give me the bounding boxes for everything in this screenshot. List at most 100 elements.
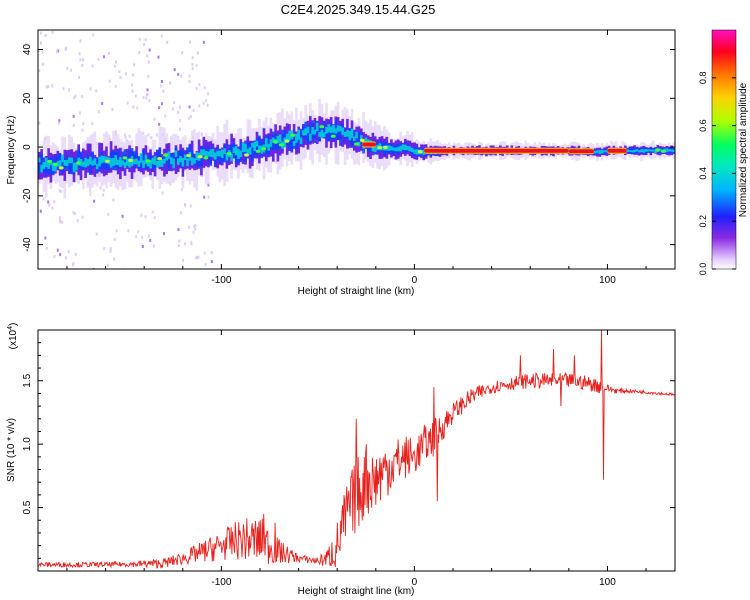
ridge-core (260, 145, 263, 154)
ridge-mid (89, 157, 92, 175)
ridge-fleck (330, 134, 336, 138)
ridge-mid (218, 152, 222, 164)
ridge-core (631, 150, 634, 153)
ridge-core (633, 149, 636, 153)
noise-speck (201, 132, 203, 136)
spectrogram-y-tick-label: -20 (22, 188, 33, 203)
ridge-mid (197, 153, 201, 169)
ridge-core (146, 160, 150, 167)
ridge-mid (350, 133, 354, 148)
ridge-core (269, 139, 273, 147)
ridge-core (70, 157, 73, 164)
noise-speck (79, 111, 81, 115)
noise-speck (150, 136, 153, 140)
noise-speck (146, 88, 149, 92)
ridge-core (223, 148, 226, 154)
noise-speck (130, 83, 133, 87)
ridge-core (51, 162, 55, 171)
noise-speck (74, 212, 76, 216)
noise-speck (195, 87, 198, 91)
noise-speck (72, 211, 75, 215)
noise-speck (205, 98, 208, 102)
ridge-core (112, 157, 115, 166)
noise-speck (79, 58, 82, 62)
ridge-core (288, 130, 291, 141)
noise-speck (171, 107, 174, 111)
noise-speck (147, 234, 150, 238)
noise-speck (153, 216, 156, 220)
noise-speck (189, 115, 192, 119)
ridge-hot (362, 142, 376, 147)
ridge-fleck (105, 159, 110, 163)
ridge-fleck (290, 133, 296, 137)
spectrogram-x-tick-label: -100 (211, 275, 231, 286)
ridge-body (241, 144, 245, 164)
ridge-mid (49, 157, 53, 174)
ridge-core (302, 130, 305, 136)
ridge-core (241, 142, 245, 153)
ridge-core (216, 150, 219, 157)
noise-speck (51, 84, 54, 88)
ridge-core (214, 152, 217, 160)
noise-speck (45, 85, 48, 89)
noise-speck (160, 84, 163, 88)
ridge-core (306, 126, 310, 134)
ridge-fleck (122, 156, 128, 160)
noise-speck (64, 256, 67, 260)
ridge-core (651, 149, 655, 152)
noise-speck (190, 241, 193, 245)
noise-speck (72, 123, 75, 127)
noise-speck (134, 94, 137, 98)
colorbar: 0.0 0.2 0.4 0.6 0.8 Normalized spectral ampl… (698, 29, 749, 275)
ridge-core (211, 148, 215, 158)
noise-speck (41, 62, 44, 66)
ridge-core (193, 158, 196, 164)
ridge-core (348, 130, 351, 141)
noise-speck (95, 141, 98, 145)
ridge-core (299, 137, 303, 145)
ridge-core (392, 147, 395, 151)
ridge-fleck (273, 140, 278, 144)
ridge-fleck (244, 153, 249, 157)
noise-speck (103, 55, 105, 59)
noise-speck (178, 239, 181, 243)
noise-speck (193, 225, 196, 229)
ridge-core (329, 126, 333, 133)
ridge-fleck (655, 148, 660, 152)
noise-speck (182, 258, 184, 262)
ridge-core (297, 129, 300, 140)
noise-speck (47, 85, 50, 89)
ridge-core (654, 149, 657, 154)
ridge-core (156, 161, 159, 168)
noise-speck (189, 40, 192, 44)
ridge-core (311, 127, 314, 135)
ridge-core (658, 148, 662, 152)
ridge-core (186, 158, 189, 167)
ridge-fleck (377, 146, 383, 150)
ridge-core (72, 162, 76, 173)
snr-x-tick-label: 0 (412, 577, 418, 588)
ridge-fleck (47, 159, 52, 164)
ridge-core (218, 150, 222, 157)
ridge-mid (258, 135, 261, 152)
snr-panel: -100 0 100 0.5 1.0 1.5 Height of straight lin… (6, 323, 676, 597)
ridge-core (255, 140, 259, 147)
noise-speck (58, 216, 61, 219)
noise-speck (101, 101, 104, 105)
ridge-mid (339, 129, 342, 146)
ridge-mid (142, 149, 145, 164)
noise-speck (58, 119, 61, 123)
ridge-fleck (359, 138, 365, 142)
noise-speck (121, 214, 124, 218)
ridge-core (637, 150, 641, 153)
noise-speck (95, 89, 98, 93)
noise-speck (187, 225, 190, 229)
ridge-mid (58, 153, 62, 168)
noise-speck (179, 127, 181, 131)
noise-speck (68, 88, 70, 92)
ridge-core (343, 131, 347, 137)
ridge-mid (309, 125, 312, 137)
ridge-mid (313, 127, 317, 143)
ridge-mid (327, 130, 331, 142)
ridge-core (82, 161, 85, 167)
